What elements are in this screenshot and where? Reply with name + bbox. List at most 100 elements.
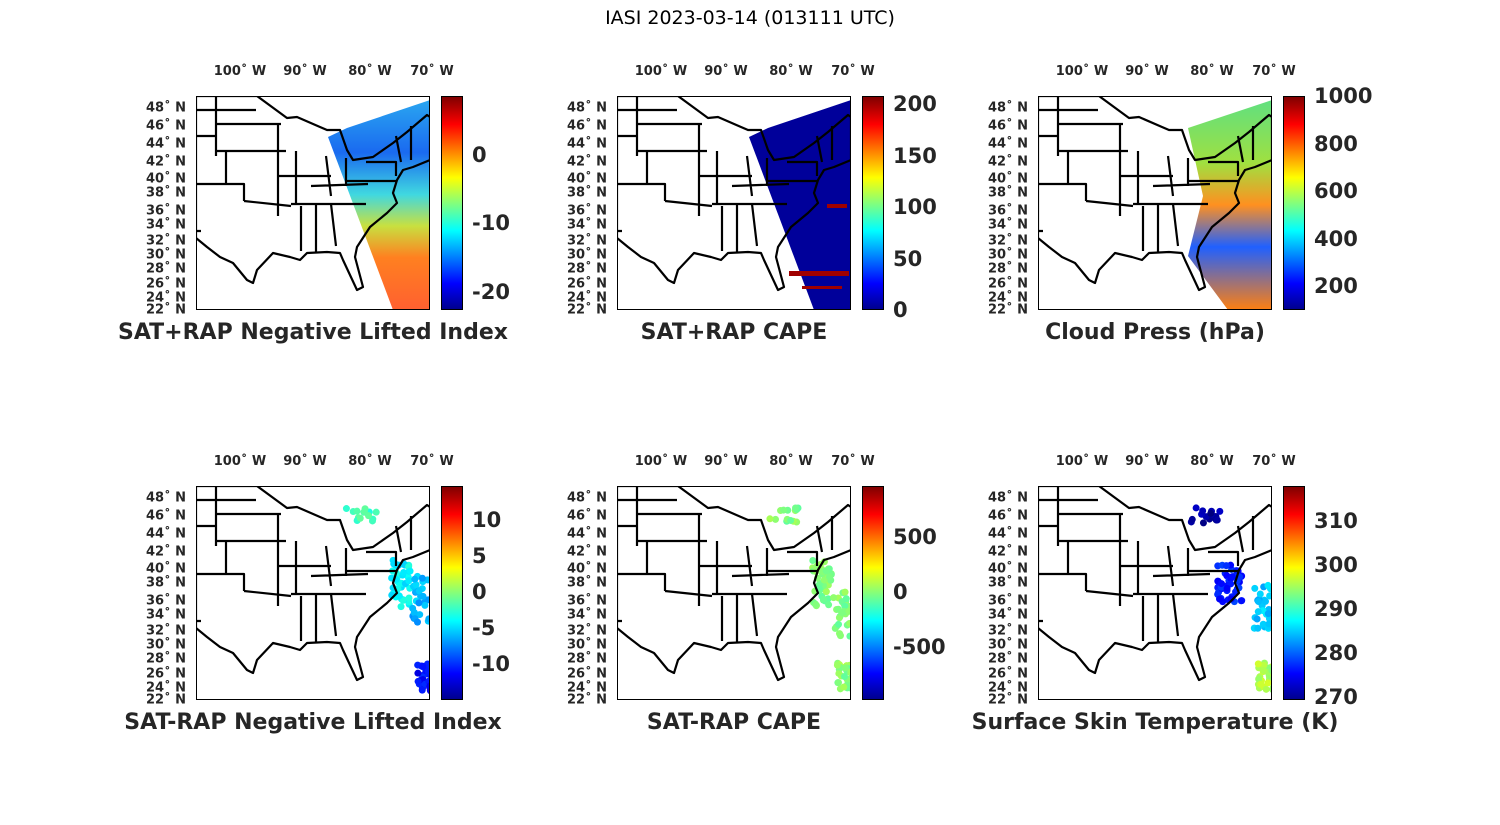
lon-tick-label: 100˚ W — [634, 454, 688, 469]
lat-tick-label: 26˚ N — [146, 276, 186, 292]
map-canvas — [618, 487, 850, 693]
data-point — [1266, 592, 1271, 600]
lat-tick-label: 40˚ N — [567, 171, 607, 187]
lon-tick-label: 70˚ W — [410, 454, 454, 469]
lat-tick-label: 34˚ N — [146, 217, 186, 233]
data-point — [1268, 666, 1271, 674]
map-axes — [196, 486, 430, 700]
data-point — [418, 686, 426, 694]
lat-tick-label: 44˚ N — [146, 526, 186, 542]
lat-tick-label: 28˚ N — [146, 651, 186, 667]
lat-tick-label: 42˚ N — [988, 154, 1028, 170]
colorbar-tick-label: 150 — [893, 143, 937, 168]
data-point — [1262, 597, 1270, 605]
map-axes — [617, 96, 851, 310]
lat-tick-label: 28˚ N — [567, 261, 607, 277]
colorbar — [1283, 486, 1305, 700]
lat-tick-label: 30˚ N — [146, 637, 186, 653]
map-canvas — [1039, 97, 1271, 309]
data-point — [412, 581, 420, 589]
data-point — [1238, 597, 1246, 605]
data-point — [414, 661, 422, 669]
data-point — [1217, 580, 1225, 588]
lat-tick-label: 40˚ N — [146, 171, 186, 187]
lon-tick-label: 70˚ W — [1252, 64, 1296, 79]
data-point — [418, 574, 426, 582]
data-point — [1262, 685, 1270, 693]
data-point — [368, 517, 376, 525]
lat-tick-label: 38˚ N — [567, 575, 607, 591]
colorbar-tick-label: -20 — [472, 279, 510, 304]
lat-tick-label: 48˚ N — [567, 490, 607, 506]
lat-tick-label: 22˚ N — [146, 302, 186, 318]
lat-tick-label: 26˚ N — [567, 666, 607, 682]
data-point — [835, 669, 843, 677]
data-point — [419, 592, 427, 600]
lat-tick-label: 36˚ N — [146, 203, 186, 219]
colorbar-tick-label: 200 — [1314, 274, 1358, 299]
panel-title: SAT+RAP Negative Lifted Index — [118, 320, 508, 345]
data-point — [841, 664, 849, 672]
panel-title: SAT+RAP CAPE — [640, 320, 828, 345]
data-point — [413, 618, 421, 626]
lat-tick-label: 22˚ N — [988, 302, 1028, 318]
lat-tick-label: 42˚ N — [146, 544, 186, 560]
data-point — [830, 594, 838, 602]
data-point — [415, 599, 423, 607]
lon-tick-label: 100˚ W — [634, 64, 688, 79]
lat-tick-label: 24˚ N — [146, 290, 186, 306]
data-point — [414, 677, 422, 685]
data-point — [342, 505, 350, 513]
data-point — [1260, 661, 1268, 669]
data-point — [1199, 519, 1207, 527]
lat-tick-label: 28˚ N — [146, 261, 186, 277]
data-point — [1213, 516, 1221, 524]
lat-tick-label: 32˚ N — [988, 623, 1028, 639]
data-point — [1216, 507, 1224, 515]
data-point — [1222, 562, 1230, 570]
data-point — [1264, 679, 1271, 687]
lat-tick-label: 40˚ N — [988, 561, 1028, 577]
data-point — [395, 592, 403, 600]
colorbar-tick-label: 1000 — [1314, 84, 1373, 108]
state-boundaries — [1039, 97, 1271, 292]
map-canvas — [1039, 487, 1271, 693]
data-point — [353, 507, 361, 515]
map-axes — [617, 486, 851, 700]
data-point — [1207, 509, 1215, 517]
lat-tick-label: 24˚ N — [146, 680, 186, 696]
data-point — [846, 620, 850, 628]
data-point — [426, 682, 429, 690]
lat-tick-label: 26˚ N — [567, 276, 607, 292]
lat-tick-label: 32˚ N — [146, 623, 186, 639]
colorbar-tick-label: 0 — [472, 579, 487, 604]
lon-tick-label: 100˚ W — [1055, 64, 1109, 79]
lon-tick-label: 80˚ W — [348, 64, 392, 79]
data-point — [845, 607, 850, 615]
state-boundaries — [197, 97, 429, 292]
colorbar-tick-label: 500 — [893, 524, 937, 549]
lon-tick-label: 70˚ W — [410, 64, 454, 79]
colorbar-tick-label: -10 — [472, 211, 510, 236]
data-point — [419, 662, 427, 670]
data-point — [766, 515, 774, 523]
lat-tick-label: 38˚ N — [988, 185, 1028, 201]
lat-tick-label: 44˚ N — [988, 136, 1028, 152]
data-point — [1251, 584, 1259, 592]
colorbar-tick-label: 300 — [1314, 553, 1358, 578]
data-point — [1269, 684, 1271, 691]
lat-tick-label: 30˚ N — [988, 247, 1028, 263]
lat-tick-label: 40˚ N — [567, 561, 607, 577]
lat-tick-label: 44˚ N — [146, 136, 186, 152]
data-point — [791, 504, 799, 512]
lat-tick-label: 36˚ N — [567, 203, 607, 219]
figure-title: IASI 2023-03-14 (013111 UTC) — [605, 7, 895, 29]
lat-tick-label: 24˚ N — [988, 290, 1028, 306]
lat-tick-label: 36˚ N — [988, 593, 1028, 609]
lat-tick-label: 42˚ N — [988, 544, 1028, 560]
data-point — [400, 569, 408, 577]
data-point — [426, 687, 429, 694]
data-point — [1254, 597, 1262, 605]
data-point — [360, 508, 368, 516]
